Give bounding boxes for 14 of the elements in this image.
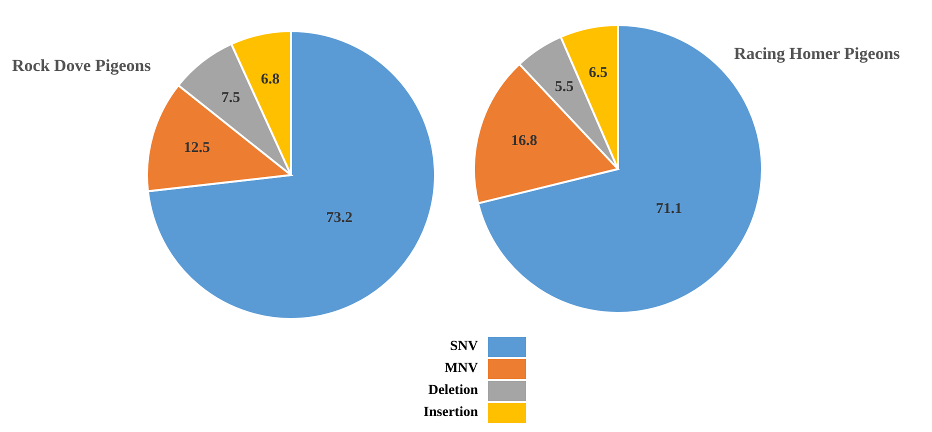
data-label: 6.5: [588, 65, 608, 82]
data-label: 5.5: [554, 79, 574, 96]
data-label: 73.2: [326, 210, 352, 226]
data-label: 16.8: [510, 133, 538, 150]
data-label: 71.1: [656, 200, 682, 217]
text: Rock Dove Pigeons: [12, 56, 151, 76]
legend-label: Deletion: [427, 383, 479, 399]
data-label: 12.5: [184, 140, 210, 156]
legend-label: MNV: [444, 361, 479, 377]
data-label: 6.8: [260, 71, 280, 88]
legend-label: SNV: [448, 339, 479, 355]
data-label: 7.5: [221, 90, 240, 106]
text: Racing Homer Pigeons: [734, 44, 900, 64]
legend-label: Insertion: [422, 405, 479, 421]
